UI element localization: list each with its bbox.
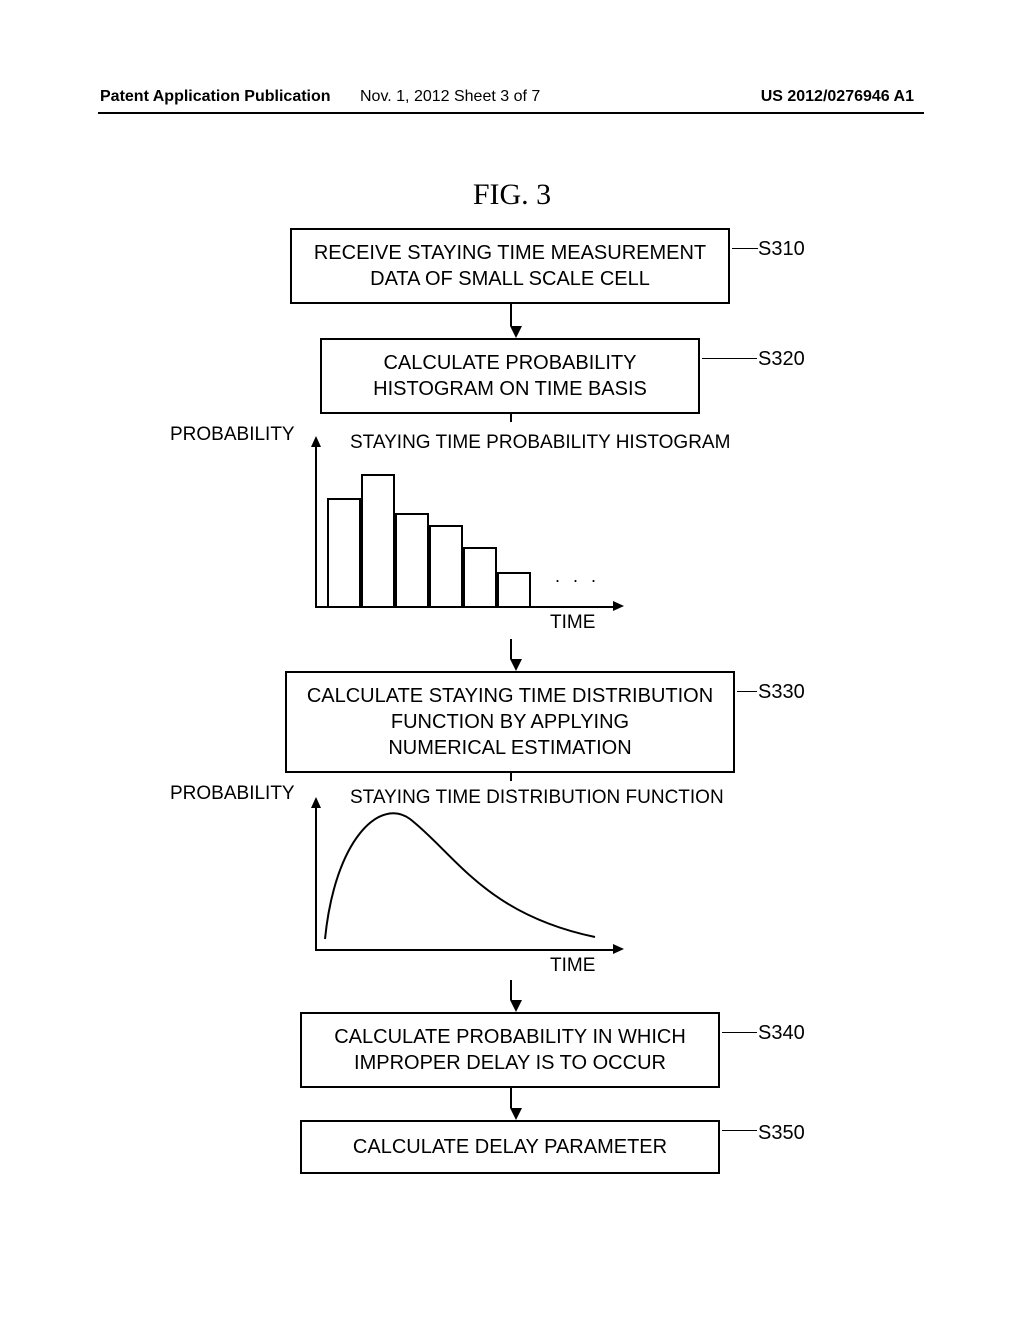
- step-s330: CALCULATE STAYING TIME DISTRIBUTIONFUNCT…: [285, 671, 735, 773]
- hist-bar: [361, 474, 395, 606]
- lead-line-s340: [722, 1032, 757, 1033]
- distribution-chart: PROBABILITY STAYING TIME DISTRIBUTION FU…: [180, 787, 840, 982]
- step-s350-label: S350: [758, 1120, 805, 1146]
- dist-curve-svg: [315, 799, 615, 949]
- step-s320: CALCULATE PROBABILITYHISTOGRAM ON TIME B…: [320, 338, 700, 414]
- step-s330-label: S330: [758, 679, 805, 705]
- hist-bar: [395, 513, 429, 606]
- dist-y-label: PROBABILITY: [170, 783, 295, 805]
- step-s340-text: CALCULATE PROBABILITY IN WHICHIMPROPER D…: [334, 1026, 686, 1074]
- header-right: US 2012/0276946 A1: [761, 88, 914, 106]
- hist-bar: [429, 525, 463, 606]
- step-s320-text: CALCULATE PROBABILITYHISTOGRAM ON TIME B…: [373, 352, 647, 400]
- step-s340-label: S340: [758, 1020, 805, 1046]
- step-s310-text: RECEIVE STAYING TIME MEASUREMENTDATA OF …: [314, 242, 706, 290]
- hist-ellipsis: . . .: [555, 566, 600, 587]
- dist-curve-path: [325, 813, 595, 939]
- hist-axes: . . .: [315, 438, 645, 606]
- hist-bar: [497, 572, 531, 606]
- lead-line-s330: [737, 691, 757, 692]
- hist-bars: [327, 451, 587, 606]
- step-s350-text: CALCULATE DELAY PARAMETER: [353, 1136, 667, 1158]
- step-s320-label: S320: [758, 346, 805, 372]
- header-left: Patent Application Publication: [100, 88, 331, 106]
- dist-axes: [315, 799, 645, 949]
- step-s310: RECEIVE STAYING TIME MEASUREMENTDATA OF …: [290, 228, 730, 304]
- hist-bar: [463, 547, 497, 606]
- header-mid: Nov. 1, 2012 Sheet 3 of 7: [360, 88, 540, 106]
- step-s340: CALCULATE PROBABILITY IN WHICHIMPROPER D…: [300, 1012, 720, 1088]
- lead-line-s350: [722, 1130, 757, 1131]
- figure-title: FIG. 3: [0, 178, 1024, 212]
- lead-line-s310: [732, 248, 758, 249]
- step-s310-label: S310: [758, 236, 805, 262]
- step-s330-text: CALCULATE STAYING TIME DISTRIBUTIONFUNCT…: [307, 685, 713, 759]
- hist-y-label: PROBABILITY: [170, 424, 295, 446]
- flow-diagram: RECEIVE STAYING TIME MEASUREMENTDATA OF …: [180, 228, 840, 1174]
- header-rule: [98, 112, 924, 114]
- page-header: Patent Application Publication Nov. 1, 2…: [0, 88, 1024, 106]
- histogram-chart: PROBABILITY STAYING TIME PROBABILITY HIS…: [180, 428, 840, 643]
- lead-line-s320: [702, 358, 757, 359]
- step-s350: CALCULATE DELAY PARAMETER S350: [300, 1120, 720, 1174]
- hist-bar: [327, 498, 361, 607]
- hist-x-label: TIME: [550, 612, 595, 634]
- dist-x-label: TIME: [550, 955, 595, 977]
